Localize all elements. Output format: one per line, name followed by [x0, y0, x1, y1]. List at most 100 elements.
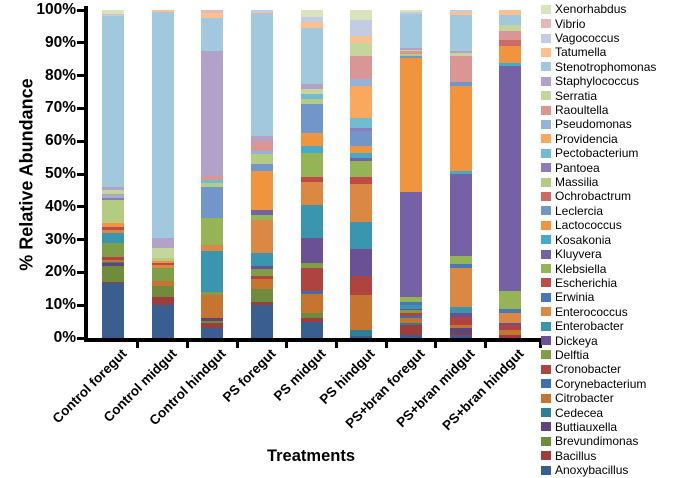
legend-label: Vibrio	[555, 16, 586, 31]
plot-area	[88, 10, 535, 338]
buttiauxella-swatch-icon	[541, 422, 551, 432]
y-tick-label: 70%	[44, 99, 76, 117]
segment-vagococcus	[399, 11, 422, 14]
segment-massilia	[101, 199, 124, 223]
segment-enterobacter	[201, 251, 224, 293]
legend-label: Buttiauxella	[555, 419, 618, 434]
corynebacterium-swatch-icon	[541, 379, 551, 389]
kosakonia-swatch-icon	[541, 235, 551, 245]
segment-staphylococcus	[101, 187, 124, 190]
segment-serratia	[101, 189, 124, 194]
segment-brevundimonas	[201, 320, 224, 324]
brevundimonas-swatch-icon	[541, 436, 551, 446]
y-tick-label: 50%	[44, 165, 76, 182]
segment-raoultella	[101, 193, 124, 196]
cedecea-swatch-icon	[541, 408, 551, 418]
y-tick-mark	[77, 172, 85, 176]
segment-cronobacter	[250, 275, 273, 279]
segment-tatumella	[201, 13, 224, 19]
legend-label: Staphylococcus	[555, 74, 640, 89]
legend-item-dickeya: Dickeya	[541, 333, 683, 347]
y-tick-mark	[77, 8, 85, 12]
segment-serratia	[151, 247, 174, 258]
serratia-swatch-icon	[541, 91, 551, 101]
legend-item-cronobacter: Cronobacter	[541, 362, 683, 376]
segment-dickeya	[499, 323, 522, 325]
x-axis-line	[84, 338, 542, 342]
x-tick-mark	[185, 341, 189, 348]
stacked-bar-ps-hindgut	[350, 10, 373, 338]
segment-lactococcus	[399, 57, 422, 193]
segment-enterococcus	[250, 220, 273, 253]
segment-erwinia	[399, 302, 422, 306]
segment-escherichia	[151, 262, 174, 265]
segment-kosakonia	[350, 152, 373, 158]
x-tick-mark	[235, 341, 239, 348]
segment-enterobacter	[399, 305, 422, 309]
segment-enterococcus	[499, 313, 522, 324]
segment-dickeya	[449, 313, 472, 317]
segment-serratia	[300, 88, 323, 94]
legend-label: Cedecea	[555, 405, 604, 420]
dickeya-swatch-icon	[541, 336, 551, 346]
segment-lactococcus	[350, 146, 373, 153]
legend-item-escherichia: Escherichia	[541, 276, 683, 290]
xenorhabdus-swatch-icon	[541, 4, 551, 14]
segment-delftia	[300, 262, 323, 268]
legend-label: Leclercia	[555, 203, 604, 218]
x-axis-title: Treatments	[266, 447, 356, 465]
segment-pectobacterium	[300, 93, 323, 99]
segment-citrobacter	[201, 295, 224, 319]
segment-lactococcus	[101, 222, 124, 227]
y-tick-label: 100%	[36, 1, 76, 18]
delftia-swatch-icon	[541, 350, 551, 360]
x-axis-end-tick	[539, 341, 542, 348]
segment-buttiauxella	[101, 262, 124, 266]
segment-stenotrophomonas	[201, 18, 224, 52]
legend-item-lactococcus: Lactococcus	[541, 218, 683, 232]
legend-item-providencia: Providencia	[541, 132, 683, 146]
segment-tatumella	[499, 10, 522, 16]
segment-bacillus	[151, 297, 174, 306]
raoultella-swatch-icon	[541, 105, 551, 115]
x-tick-mark	[334, 341, 338, 348]
segment-kluyvera	[399, 192, 422, 298]
x-tick-mark	[136, 341, 140, 348]
y-tick-label: 80%	[44, 66, 76, 84]
x-tick-mark	[434, 341, 438, 348]
y-tick-label: 40%	[44, 197, 76, 215]
stenotrophomonas-swatch-icon	[541, 62, 551, 72]
y-tick-mark	[77, 106, 85, 110]
vibrio-swatch-icon	[541, 19, 551, 29]
segment-xenorhabdus	[101, 10, 124, 14]
segment-vibrio	[101, 13, 124, 15]
y-tick-mark	[77, 139, 85, 143]
segment-enterobacter	[300, 205, 323, 239]
segment-enterobacter	[250, 252, 273, 266]
segment-vagococcus	[350, 20, 373, 37]
legend-item-cedecea: Cedecea	[541, 405, 683, 419]
legend-item-enterobacter: Enterobacter	[541, 319, 683, 333]
segment-citrobacter	[250, 279, 273, 289]
y-tick-mark	[77, 303, 85, 307]
legend-item-kluyvera: Kluyvera	[541, 247, 683, 261]
stacked-bar-ps-bran-hindgut	[499, 10, 522, 338]
segment-cronobacter	[499, 324, 522, 330]
legend-label: Anoxybacillus	[555, 463, 629, 478]
segment-lactococcus	[151, 261, 174, 263]
segment-leclercia	[250, 164, 273, 171]
segment-dickeya	[250, 265, 273, 270]
segment-delftia	[101, 243, 124, 258]
segment-enterococcus	[201, 244, 224, 252]
segment-staphylococcus	[300, 84, 323, 89]
segment-bacillus	[399, 324, 422, 335]
segment-xenorhabdus	[300, 10, 323, 17]
legend-label: Klebsiella	[555, 261, 607, 276]
segment-citrobacter	[350, 295, 373, 330]
y-axis-line	[84, 6, 88, 341]
segment-citrobacter	[300, 293, 323, 314]
massilia-swatch-icon	[541, 177, 551, 187]
segment-vagococcus	[101, 14, 124, 17]
segment-tatumella	[449, 11, 472, 16]
